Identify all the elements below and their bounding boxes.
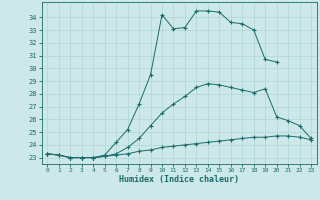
X-axis label: Humidex (Indice chaleur): Humidex (Indice chaleur) [119,175,239,184]
